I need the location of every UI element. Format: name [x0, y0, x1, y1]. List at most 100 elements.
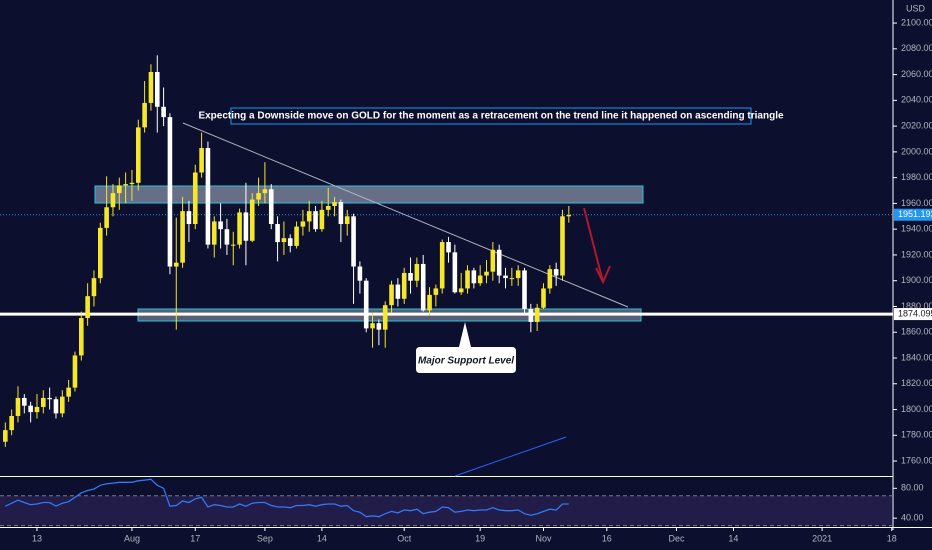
- candle-body: [15, 397, 21, 416]
- y-tick-label: 2020.00: [901, 120, 932, 130]
- drawn-line: [454, 436, 567, 477]
- candle-body: [34, 406, 40, 413]
- candle-body: [401, 272, 407, 299]
- candle-body: [306, 211, 312, 222]
- rsi-line: [5, 478, 569, 518]
- candle-body: [313, 211, 318, 230]
- axes: 1760.001780.001800.001820.001840.001860.…: [32, 17, 932, 543]
- candle-body: [287, 238, 293, 246]
- candle-body: [395, 284, 401, 299]
- candle-body: [135, 127, 141, 183]
- candle-body: [553, 269, 559, 276]
- candle-body: [541, 288, 546, 308]
- candle-body: [275, 224, 280, 243]
- candle-body: [110, 193, 116, 208]
- candle-body: [142, 102, 147, 128]
- candle-body: [509, 278, 515, 280]
- candle-body: [325, 205, 331, 210]
- y-tick-label: 2000.00: [901, 146, 932, 156]
- candle-body: [91, 278, 97, 297]
- candle-body: [192, 172, 198, 225]
- candle-body: [211, 221, 217, 245]
- candle-body: [420, 263, 426, 311]
- y-tick-label: 1760.00: [901, 455, 932, 465]
- candle-body: [85, 296, 90, 319]
- candle-body: [496, 249, 502, 276]
- candle-body: [97, 227, 103, 279]
- annotations: Expecting a Downside move on GOLD for th…: [198, 107, 784, 373]
- candle-body: [319, 209, 325, 230]
- candle-body: [230, 244, 236, 246]
- candle-body: [294, 226, 299, 246]
- candle-body: [439, 242, 445, 289]
- y-tick-label: 1800.00: [901, 404, 932, 414]
- y-tick-label: 2100.00: [901, 17, 932, 27]
- idea-text: Expecting a Downside move on GOLD for th…: [198, 111, 784, 122]
- x-tick-label: Aug: [124, 533, 140, 543]
- candle-body: [515, 270, 521, 279]
- y-tick-label: 1920.00: [901, 249, 932, 259]
- candle-body: [205, 148, 211, 245]
- candle-body: [104, 207, 109, 228]
- candle-body: [503, 275, 508, 279]
- x-tick-label: Sep: [257, 533, 273, 543]
- candle-body: [9, 415, 14, 431]
- candle-body: [224, 229, 230, 245]
- rsi-y-tick-label: 80.00: [901, 483, 924, 493]
- candle-body: [148, 72, 154, 103]
- x-tick-label: 18: [887, 533, 897, 543]
- candle-body: [376, 323, 382, 330]
- x-tick-label: 16: [602, 533, 612, 543]
- candle-body: [262, 189, 268, 194]
- candle-body: [471, 270, 477, 284]
- candle-body: [218, 221, 223, 230]
- candle-body: [534, 307, 540, 322]
- x-tick-label: Nov: [535, 533, 552, 543]
- candle-body: [22, 397, 27, 406]
- candle-body: [281, 238, 287, 243]
- down-arrow: [583, 207, 611, 285]
- candle-body: [268, 189, 274, 225]
- candle-body: [547, 269, 553, 289]
- support-text: Major Support Level: [418, 356, 514, 367]
- candle-body: [256, 193, 261, 200]
- candle-body: [522, 270, 527, 310]
- candle-body: [123, 184, 128, 186]
- candle-body: [382, 305, 388, 330]
- y-tick-label: 2040.00: [901, 95, 932, 105]
- candle-body: [180, 211, 185, 263]
- y-tick-label: 1840.00: [901, 352, 932, 362]
- rsi-pane: [0, 478, 893, 527]
- candle-body: [389, 284, 394, 306]
- currency-label: USD: [906, 3, 926, 13]
- candle-body: [173, 262, 179, 267]
- candle-body: [351, 216, 356, 267]
- candle-body: [566, 215, 572, 217]
- y-tick-label: 2080.00: [901, 43, 932, 53]
- candle-body: [300, 221, 306, 227]
- candle-body: [129, 182, 135, 185]
- candle-body: [446, 242, 451, 253]
- x-tick-label: Dec: [668, 533, 685, 543]
- candle-body: [433, 288, 439, 295]
- candle-body: [199, 148, 204, 173]
- y-tick-label: 1980.00: [901, 172, 932, 182]
- y-tick-label: 1780.00: [901, 430, 932, 440]
- candle-body: [560, 216, 565, 276]
- callout: [416, 322, 516, 373]
- candle-body: [154, 72, 160, 107]
- x-tick-label: 17: [190, 533, 200, 543]
- x-tick-label: 2021: [812, 533, 832, 543]
- candle-body: [414, 263, 420, 281]
- candle-body: [161, 106, 166, 118]
- candle-body: [465, 270, 470, 289]
- last-price-label: 1951.193: [898, 209, 932, 219]
- candle-body: [53, 399, 59, 414]
- x-tick-label: 14: [728, 533, 738, 543]
- candle-body: [237, 212, 242, 245]
- last-price-box: [894, 208, 932, 221]
- candle-body: [41, 397, 46, 407]
- y-tick-label: 1880.00: [901, 301, 932, 311]
- candle-body: [249, 199, 255, 241]
